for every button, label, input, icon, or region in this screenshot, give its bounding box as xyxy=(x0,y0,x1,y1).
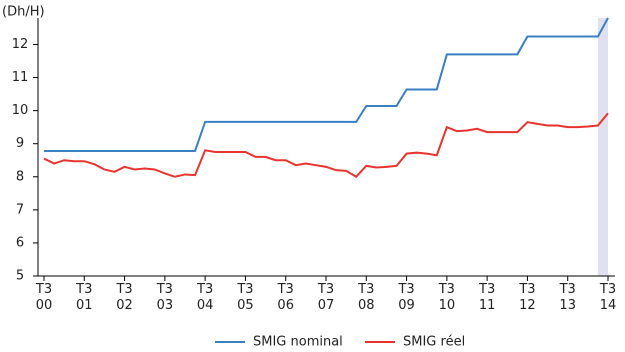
x-tick-label: T3 01 xyxy=(76,282,93,313)
x-tick-label: T3 10 xyxy=(438,282,456,313)
x-tick-label: T3 11 xyxy=(478,282,496,313)
y-tick-label: 6 xyxy=(16,235,24,250)
y-tick-label: 11 xyxy=(12,70,29,85)
y-tick-label: 7 xyxy=(16,202,24,217)
y-tick-label: 10 xyxy=(12,103,29,118)
x-tick-label: T3 03 xyxy=(156,282,174,313)
x-tick-label: T3 09 xyxy=(398,282,415,313)
y-tick-label: 9 xyxy=(16,136,24,151)
series-line xyxy=(43,112,609,179)
x-tick-label: T3 00 xyxy=(35,282,53,313)
legend-label: SMIG nominal xyxy=(253,335,343,350)
x-tick-label: T3 04 xyxy=(196,282,214,313)
legend-label: SMIG réel xyxy=(403,335,465,350)
x-tick-label: T3 02 xyxy=(116,282,133,313)
x-tick-label: T3 12 xyxy=(519,282,536,313)
x-tick-label: T3 08 xyxy=(358,282,375,313)
series-line xyxy=(44,17,609,152)
y-tick-label: 12 xyxy=(12,37,29,52)
x-tick-label: T3 13 xyxy=(559,282,576,313)
y-tick-label: 8 xyxy=(16,169,24,184)
x-tick-label: T3 05 xyxy=(237,282,254,313)
y-axis-label: (Dh/H) xyxy=(2,5,45,20)
x-tick-label: T3 14 xyxy=(599,282,617,313)
x-tick-label: T3 07 xyxy=(317,282,335,313)
highlight-band xyxy=(597,18,608,276)
y-tick-label: 5 xyxy=(16,269,24,284)
x-tick-label: T3 06 xyxy=(277,282,294,313)
